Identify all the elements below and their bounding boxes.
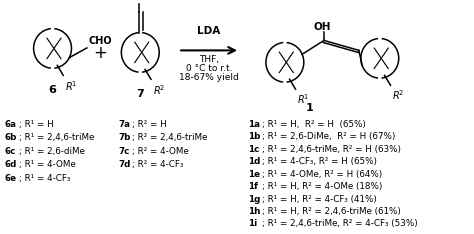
Text: 6c: 6c [5,147,16,156]
Text: 1a: 1a [248,120,260,129]
Text: 1e: 1e [248,170,260,179]
Text: ; R¹ = H, R² = 2,4,6-triMe (61%): ; R¹ = H, R² = 2,4,6-triMe (61%) [262,207,401,216]
Text: 7d: 7d [118,160,131,169]
Text: OH: OH [313,22,331,33]
Text: 6: 6 [49,85,56,95]
Text: 7a: 7a [118,120,130,129]
Text: R$^2$: R$^2$ [153,83,165,97]
Text: ; R¹ = 2,4,6-triMe, R² = H (63%): ; R¹ = 2,4,6-triMe, R² = H (63%) [262,145,401,154]
Text: ; R¹ = 4-CF₃, R² = H (65%): ; R¹ = 4-CF₃, R² = H (65%) [262,157,377,166]
Text: 0 °C to r.t.: 0 °C to r.t. [186,64,232,73]
Text: 6d: 6d [5,160,17,169]
Text: ; R¹ = H,  R² = H  (65%): ; R¹ = H, R² = H (65%) [262,120,366,129]
Text: ; R¹ = H: ; R¹ = H [18,120,54,129]
Text: ; R¹ = 2,6-diMe: ; R¹ = 2,6-diMe [18,147,84,156]
Text: 1g: 1g [248,194,260,204]
Text: ; R¹ = 4-OMe, R² = H (64%): ; R¹ = 4-OMe, R² = H (64%) [262,170,382,179]
Text: ; R² = H: ; R² = H [132,120,167,129]
Text: ; R¹ = H, R² = 4-OMe (18%): ; R¹ = H, R² = 4-OMe (18%) [262,182,383,191]
Text: ; R¹ = 4-OMe: ; R¹ = 4-OMe [18,160,75,169]
Text: R$^2$: R$^2$ [392,88,404,102]
Text: 1f: 1f [248,182,258,191]
Text: +: + [93,44,107,62]
Text: 18-67% yield: 18-67% yield [179,73,239,82]
Text: CHO: CHO [89,36,112,46]
Text: 7: 7 [137,89,144,99]
Text: 7c: 7c [118,147,130,156]
Text: 6b: 6b [5,133,17,143]
Text: 6e: 6e [5,174,17,183]
Text: ; R² = 4-CF₃: ; R² = 4-CF₃ [132,160,184,169]
Text: ; R¹ = 2,4,6-triMe, R² = 4-CF₃ (53%): ; R¹ = 2,4,6-triMe, R² = 4-CF₃ (53%) [262,219,418,228]
Text: ; R¹ = H, R² = 4-CF₃ (41%): ; R¹ = H, R² = 4-CF₃ (41%) [262,194,377,204]
Text: R$^1$: R$^1$ [297,92,309,106]
Text: 1c: 1c [248,145,259,154]
Text: LDA: LDA [198,26,221,37]
Text: 1d: 1d [248,157,260,166]
Text: ; R¹ = 2,6-DiMe,  R² = H (67%): ; R¹ = 2,6-DiMe, R² = H (67%) [262,132,395,141]
Text: ; R¹ = 2,4,6-triMe: ; R¹ = 2,4,6-triMe [18,133,94,143]
Text: 1h: 1h [248,207,260,216]
Text: 1i: 1i [248,219,257,228]
Text: 7b: 7b [118,133,131,143]
Text: THF,: THF, [199,55,219,64]
Text: ; R² = 4-OMe: ; R² = 4-OMe [132,147,189,156]
Text: ; R¹ = 4-CF₃: ; R¹ = 4-CF₃ [18,174,70,183]
Text: 1: 1 [306,103,314,113]
Text: 1b: 1b [248,132,260,141]
Text: R$^1$: R$^1$ [65,79,78,93]
Text: ; R² = 2,4,6-triMe: ; R² = 2,4,6-triMe [132,133,208,143]
Text: 6a: 6a [5,120,17,129]
